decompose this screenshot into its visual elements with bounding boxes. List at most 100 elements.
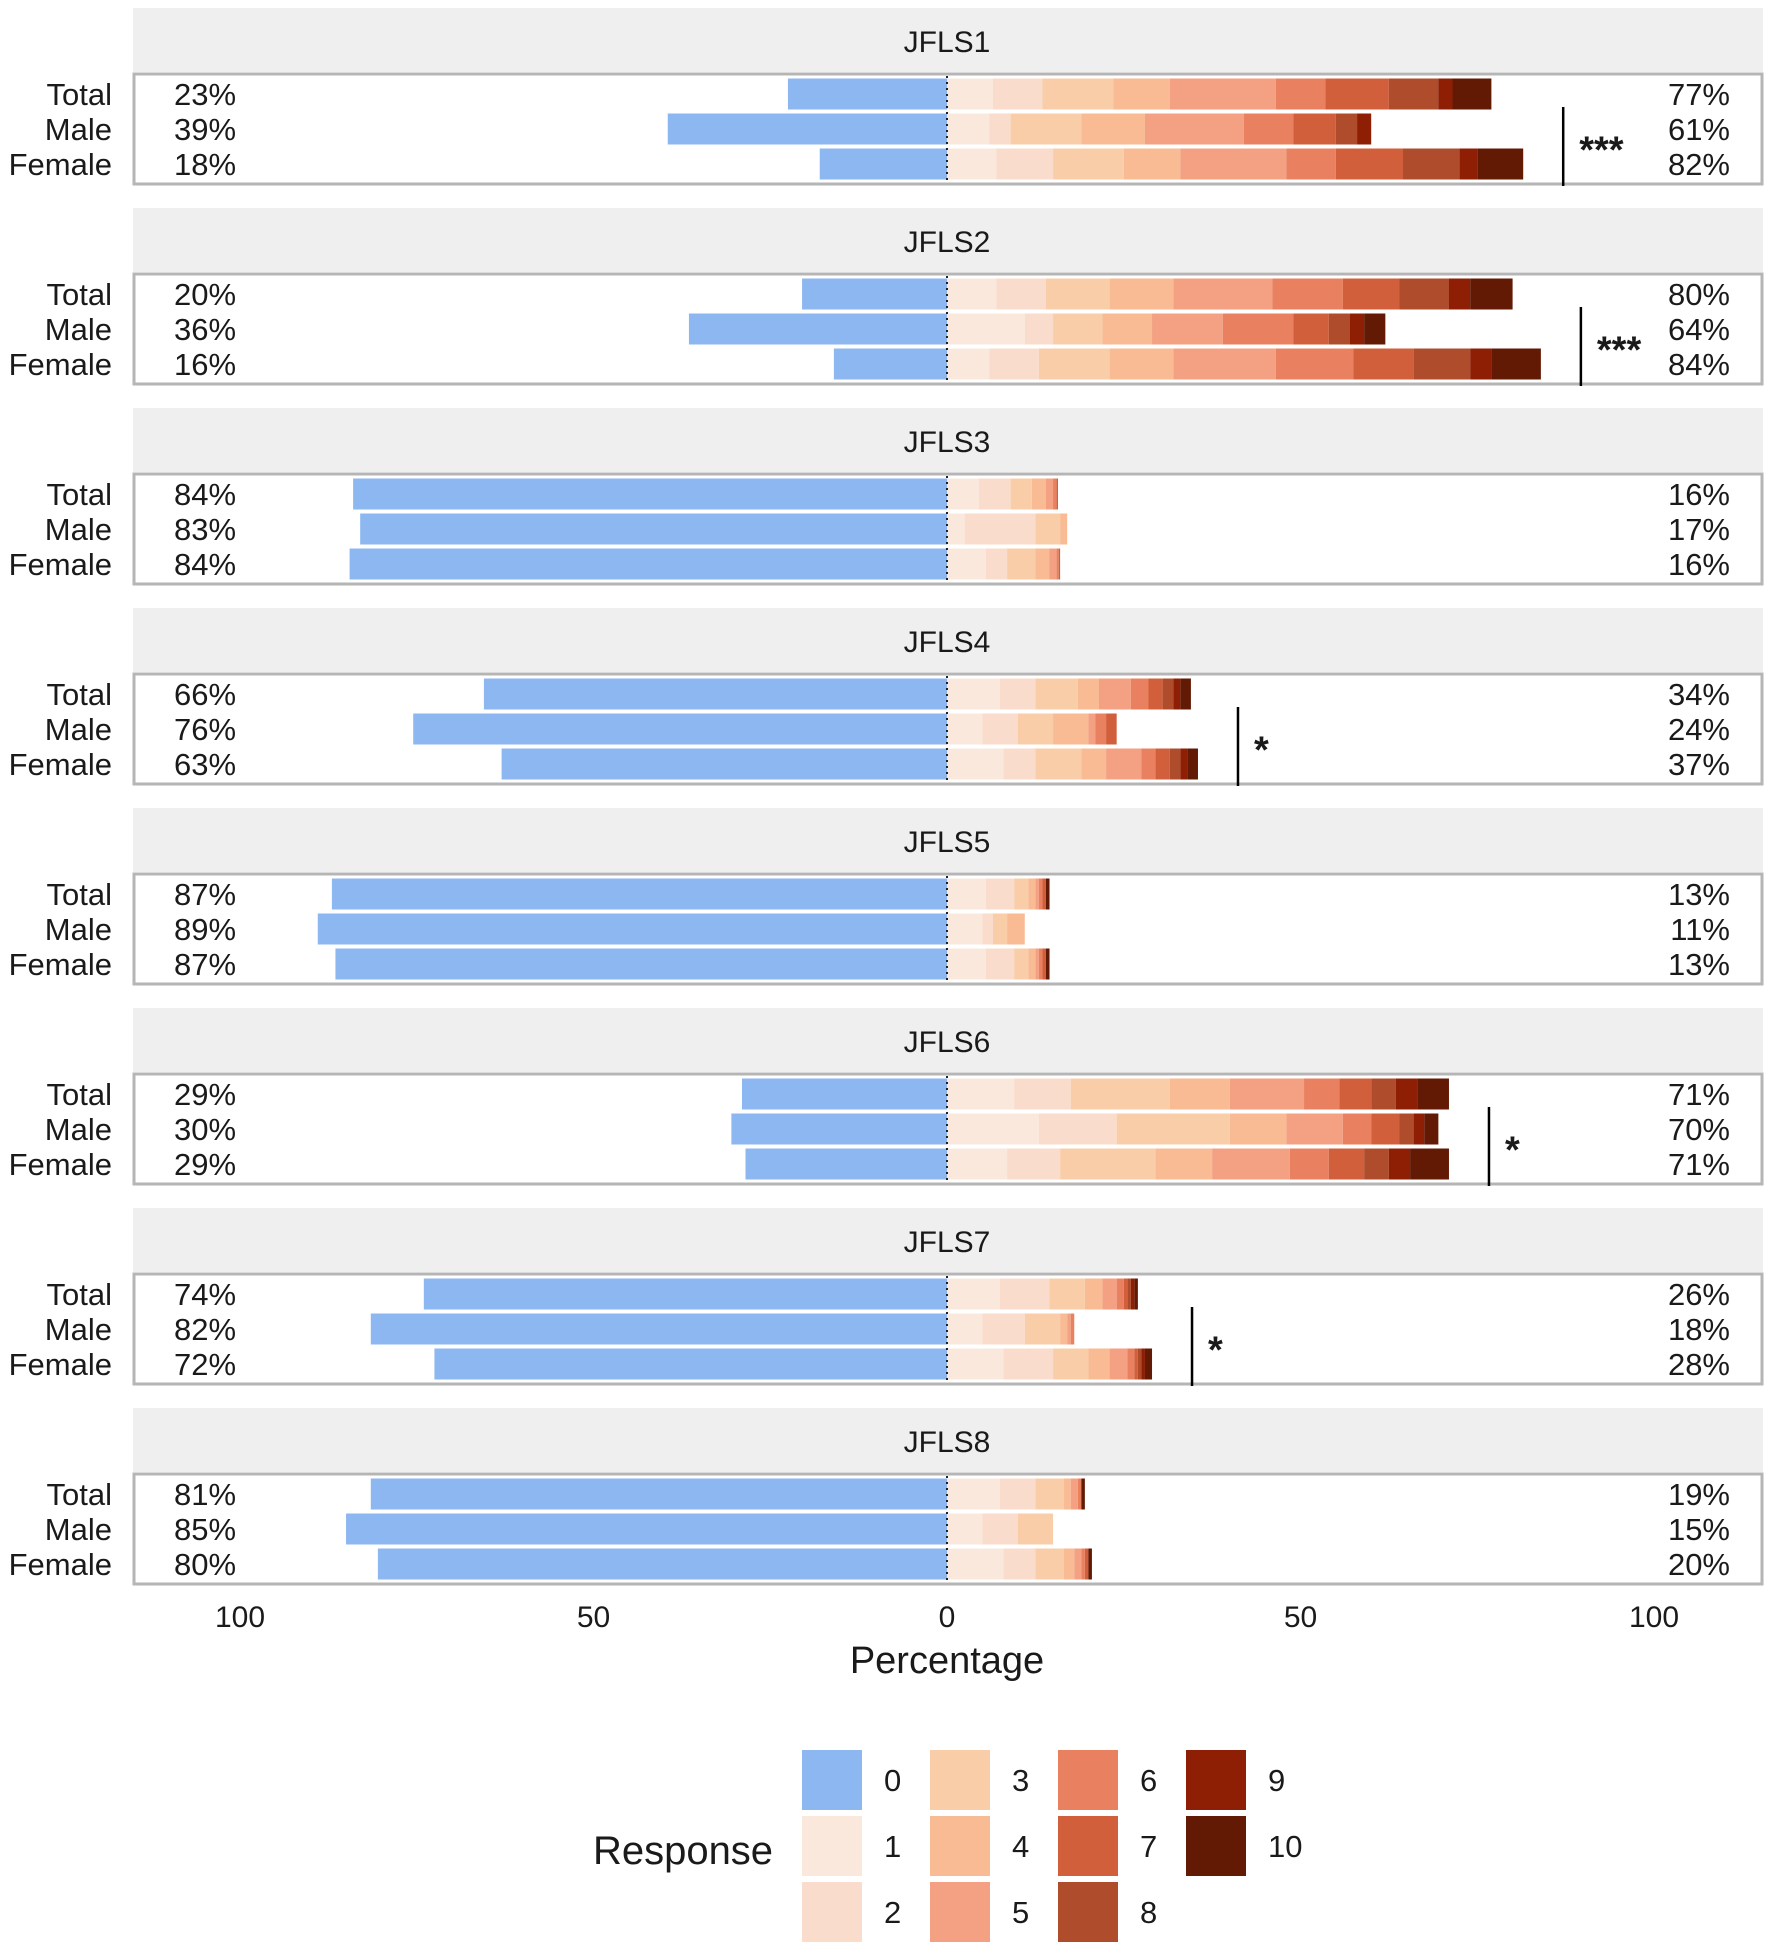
bar-response-7 <box>1293 113 1336 145</box>
significance-marker: *** <box>1597 330 1642 372</box>
legend-swatch-8 <box>1058 1882 1118 1942</box>
x-tick-label: 50 <box>577 1601 610 1634</box>
bar-response-2 <box>985 878 1015 910</box>
bar-response-6 <box>1127 1348 1135 1380</box>
bar-response-1 <box>947 713 983 745</box>
bar-response-7 <box>1293 313 1329 345</box>
bar-response-5 <box>1102 1278 1117 1310</box>
bar-response-9 <box>1459 148 1478 180</box>
bar-response-9 <box>1395 1078 1418 1110</box>
bar-response-8 <box>1169 748 1181 780</box>
bar-response-4 <box>1007 913 1025 945</box>
bar-response-1 <box>947 1513 983 1545</box>
bar-response-10 <box>1470 278 1513 310</box>
bar-response-7 <box>1371 1113 1400 1145</box>
bar-response-2 <box>989 113 1011 145</box>
x-axis-title: Percentage <box>850 1640 1044 1682</box>
bar-response-7 <box>1328 1148 1365 1180</box>
bar-response-1 <box>947 1113 1039 1145</box>
right-percent-label: 71% <box>1668 1077 1730 1112</box>
legend-swatch-9 <box>1186 1750 1246 1810</box>
bar-response-8 <box>1399 278 1449 310</box>
bar-response-7 <box>1353 348 1414 380</box>
row-label: Total <box>47 1277 112 1312</box>
left-percent-label: 39% <box>174 112 236 147</box>
bar-response-6 <box>1222 313 1294 345</box>
bar-response-1 <box>947 548 986 580</box>
bar-response-7 <box>1335 148 1404 180</box>
right-percent-label: 16% <box>1668 477 1730 512</box>
row-label: Male <box>45 512 112 547</box>
bar-response-8 <box>1137 1348 1142 1380</box>
panel-strip <box>133 1008 1763 1072</box>
bar-response-3 <box>1035 678 1078 710</box>
legend-label-3: 3 <box>1012 1763 1029 1798</box>
bar-response-9 <box>1130 1278 1135 1310</box>
left-percent-label: 36% <box>174 312 236 347</box>
bar-response-5 <box>1152 313 1223 345</box>
bar-response-10 <box>1424 1113 1439 1145</box>
bar-response-7 <box>1134 1348 1138 1380</box>
bar-response-3 <box>1045 278 1110 310</box>
row-label: Total <box>47 1077 112 1112</box>
bar-response-3 <box>1010 113 1082 145</box>
bar-response-2 <box>982 713 1018 745</box>
bar-response-9 <box>1349 313 1365 345</box>
bar-response-9 <box>1470 348 1492 380</box>
bar-response-7 <box>1042 948 1046 980</box>
bar-response-1 <box>947 748 1004 780</box>
left-percent-label: 29% <box>174 1147 236 1182</box>
bar-response-1 <box>947 1478 1001 1510</box>
panel-title: JFLS7 <box>904 1226 991 1259</box>
bar-response-10 <box>1144 1348 1153 1380</box>
left-percent-label: 18% <box>174 147 236 182</box>
right-percent-label: 13% <box>1668 947 1730 982</box>
bar-response-8 <box>1371 1078 1396 1110</box>
bar-response-3 <box>1035 513 1061 545</box>
bar-response-3 <box>1014 878 1029 910</box>
bar-response-5 <box>1035 948 1039 980</box>
right-percent-label: 77% <box>1668 77 1730 112</box>
legend-swatch-1 <box>802 1816 862 1876</box>
bar-response-2 <box>1003 1548 1036 1580</box>
bar-response-10 <box>1452 78 1492 110</box>
bar-response-3 <box>1049 1278 1085 1310</box>
panel-strip <box>133 408 1763 472</box>
right-percent-label: 64% <box>1668 312 1730 347</box>
bar-response-6 <box>1342 1113 1372 1145</box>
significance-marker: * <box>1208 1330 1223 1372</box>
bar-response-2 <box>982 1513 1018 1545</box>
bar-response-10 <box>1134 1278 1138 1310</box>
legend-swatch-4 <box>930 1816 990 1876</box>
bar-response-4 <box>1081 748 1107 780</box>
legend-label-1: 1 <box>884 1829 901 1864</box>
bar-response-0 <box>819 148 947 180</box>
right-percent-label: 82% <box>1668 147 1730 182</box>
bar-response-3 <box>1035 1548 1064 1580</box>
bar-response-6 <box>1289 1148 1329 1180</box>
bar-response-0 <box>434 1348 947 1380</box>
legend-swatch-7 <box>1058 1816 1118 1876</box>
bar-response-2 <box>1000 1278 1050 1310</box>
bar-response-3 <box>1038 348 1110 380</box>
bar-response-5 <box>1169 78 1276 110</box>
bar-response-3 <box>1116 1113 1230 1145</box>
bar-response-8 <box>1403 148 1460 180</box>
bar-response-3 <box>1014 948 1029 980</box>
left-percent-label: 83% <box>174 512 236 547</box>
legend-label-7: 7 <box>1140 1829 1157 1864</box>
bar-response-4 <box>1229 1113 1287 1145</box>
row-label: Total <box>47 677 112 712</box>
bar-response-5 <box>1286 1113 1343 1145</box>
bar-response-7 <box>1123 1278 1128 1310</box>
right-percent-label: 24% <box>1668 712 1730 747</box>
panel-strip <box>133 1208 1763 1272</box>
bar-response-3 <box>1010 478 1032 510</box>
bar-response-0 <box>483 678 947 710</box>
bar-response-6 <box>1056 548 1059 580</box>
bar-response-0 <box>802 278 947 310</box>
bar-response-5 <box>1070 1478 1078 1510</box>
bar-response-0 <box>413 713 948 745</box>
bar-response-4 <box>1028 878 1036 910</box>
bar-response-6 <box>1130 678 1149 710</box>
